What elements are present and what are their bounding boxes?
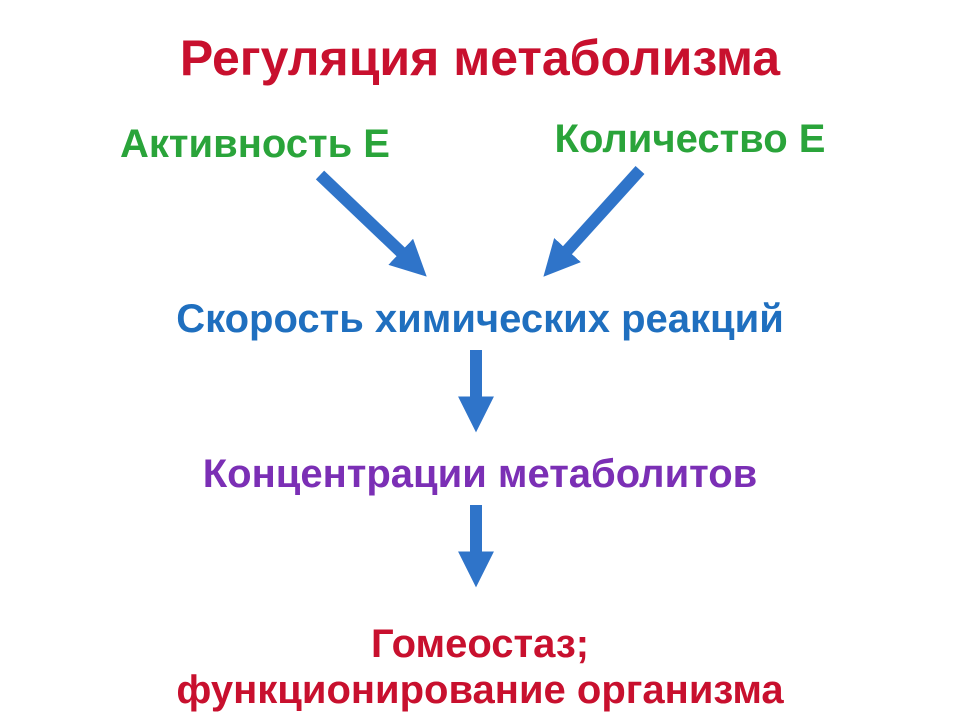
arrow-activity [320,175,411,262]
diagram-stage: Регуляция метаболизма Активность Е Колич… [0,0,960,720]
arrows-layer [0,0,960,720]
node-speed: Скорость химических реакций [20,296,940,342]
node-quantity: Количество Е [230,116,960,162]
node-homeostasis: Гомеостаз; функционирование организма [20,621,940,713]
node-concentration: Концентрации метаболитов [20,451,940,497]
title-text: Регуляция метаболизма [20,30,940,88]
arrow-quantity [558,170,640,261]
